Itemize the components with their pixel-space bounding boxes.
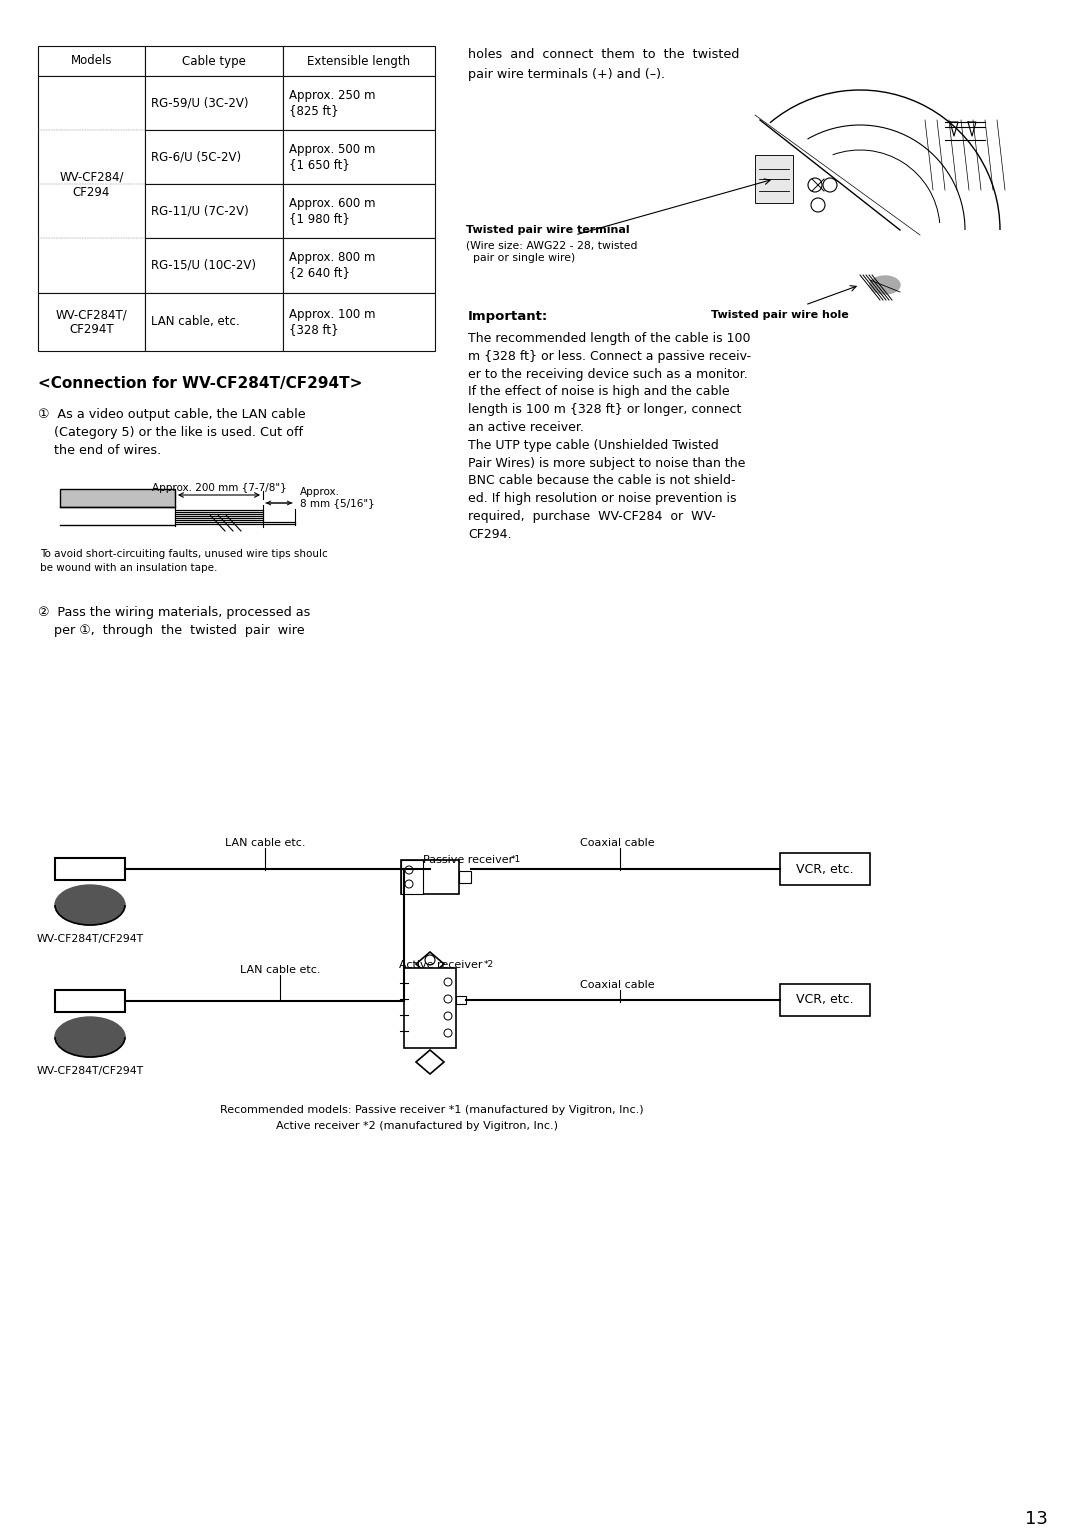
Text: RG-6/U (5C-2V): RG-6/U (5C-2V)	[151, 150, 241, 164]
Text: *1: *1	[511, 855, 522, 865]
Text: Active receiver *2 (manufactured by Vigitron, Inc.): Active receiver *2 (manufactured by Vigi…	[220, 1121, 558, 1131]
Text: Approx. 500 m
{1 650 ft}: Approx. 500 m {1 650 ft}	[289, 143, 376, 172]
Text: *2: *2	[484, 960, 495, 969]
Bar	[404, 967, 456, 1049]
Text: RG-59/U (3C-2V): RG-59/U (3C-2V)	[151, 97, 248, 109]
Text: holes  and  connect  them  to  the  twisted: holes and connect them to the twisted	[468, 48, 740, 61]
Bar	[283, 46, 435, 77]
Text: WV-CF284/
CF294: WV-CF284/ CF294	[59, 170, 124, 198]
Text: ①  As a video output cable, the LAN cable: ① As a video output cable, the LAN cable	[38, 408, 306, 422]
Bar	[755, 155, 793, 202]
Bar	[38, 293, 145, 351]
Ellipse shape	[55, 885, 125, 924]
Text: pair wire terminals (+) and (–).: pair wire terminals (+) and (–).	[468, 67, 665, 81]
Text: LAN cable etc.: LAN cable etc.	[240, 964, 321, 975]
Text: RG-15/U (10C-2V): RG-15/U (10C-2V)	[151, 259, 256, 271]
Bar	[145, 77, 283, 130]
Text: Approx. 100 m
{328 ft}: Approx. 100 m {328 ft}	[289, 308, 376, 336]
Text: Active receiver: Active receiver	[399, 960, 483, 970]
Text: Passive receiver: Passive receiver	[423, 855, 513, 865]
Bar	[55, 990, 125, 1012]
Text: LAN cable, etc.: LAN cable, etc.	[151, 316, 240, 328]
Text: Coaxial cable: Coaxial cable	[580, 980, 654, 990]
Bar	[780, 852, 870, 885]
Bar	[283, 77, 435, 130]
Bar	[38, 46, 145, 77]
Bar	[38, 77, 145, 293]
Text: pair or single wire): pair or single wire)	[465, 253, 576, 264]
Text: WV-CF284T/CF294T: WV-CF284T/CF294T	[37, 1065, 144, 1076]
Text: per ①,  through  the  twisted  pair  wire: per ①, through the twisted pair wire	[38, 624, 305, 638]
Text: Models: Models	[71, 55, 112, 67]
Bar	[401, 860, 423, 894]
Text: the end of wires.: the end of wires.	[38, 445, 161, 457]
Bar	[283, 293, 435, 351]
Text: 13: 13	[1025, 1510, 1048, 1528]
Bar	[283, 184, 435, 238]
Bar	[145, 184, 283, 238]
Text: Approx. 250 m
{825 ft}: Approx. 250 m {825 ft}	[289, 89, 376, 117]
Bar	[145, 238, 283, 293]
Text: Approx. 600 m
{1 980 ft}: Approx. 600 m {1 980 ft}	[289, 198, 376, 225]
Text: (Category 5) or the like is used. Cut off: (Category 5) or the like is used. Cut of…	[38, 426, 303, 438]
Bar	[145, 130, 283, 184]
Text: Approx. 200 mm {7-7/8"}: Approx. 200 mm {7-7/8"}	[151, 483, 286, 494]
Text: Cable type: Cable type	[183, 55, 246, 67]
Ellipse shape	[55, 1016, 125, 1056]
Text: VCR, etc.: VCR, etc.	[796, 993, 854, 1007]
Text: be wound with an insulation tape.: be wound with an insulation tape.	[40, 563, 217, 573]
Ellipse shape	[870, 276, 900, 294]
Text: ②  Pass the wiring materials, processed as: ② Pass the wiring materials, processed a…	[38, 606, 310, 619]
Text: RG-11/U (7C-2V): RG-11/U (7C-2V)	[151, 204, 248, 218]
Bar	[283, 130, 435, 184]
Text: Twisted pair wire hole: Twisted pair wire hole	[711, 310, 849, 320]
Bar	[145, 46, 283, 77]
Text: Coaxial cable: Coaxial cable	[580, 839, 654, 848]
Bar	[60, 489, 175, 507]
Text: (Wire size: AWG22 - 28, twisted: (Wire size: AWG22 - 28, twisted	[465, 241, 637, 250]
Text: To avoid short-circuiting faults, unused wire tips shoulc: To avoid short-circuiting faults, unused…	[40, 549, 327, 560]
Text: 8 mm {5/16"}: 8 mm {5/16"}	[300, 498, 375, 507]
Bar	[459, 871, 471, 883]
Text: Twisted pair wire terminal: Twisted pair wire terminal	[465, 225, 630, 235]
Text: The recommended length of the cable is 100
m {328 ft} or less. Connect a passive: The recommended length of the cable is 1…	[468, 333, 751, 541]
Bar	[145, 293, 283, 351]
Text: Approx.: Approx.	[300, 487, 340, 497]
Bar	[401, 860, 459, 894]
Text: Important:: Important:	[468, 310, 549, 323]
Bar	[55, 858, 125, 880]
Bar	[283, 238, 435, 293]
Bar	[780, 984, 870, 1016]
Bar	[456, 996, 465, 1004]
Text: Approx. 800 m
{2 640 ft}: Approx. 800 m {2 640 ft}	[289, 251, 376, 279]
Text: LAN cable etc.: LAN cable etc.	[225, 839, 306, 848]
Text: WV-CF284T/
CF294T: WV-CF284T/ CF294T	[56, 308, 127, 336]
Text: <Connection for WV-CF284T/CF294T>: <Connection for WV-CF284T/CF294T>	[38, 376, 363, 391]
Text: VCR, etc.: VCR, etc.	[796, 863, 854, 875]
Text: Recommended models: Passive receiver *1 (manufactured by Vigitron, Inc.): Recommended models: Passive receiver *1 …	[220, 1105, 644, 1114]
Text: WV-CF284T/CF294T: WV-CF284T/CF294T	[37, 934, 144, 944]
Text: Extensible length: Extensible length	[308, 55, 410, 67]
